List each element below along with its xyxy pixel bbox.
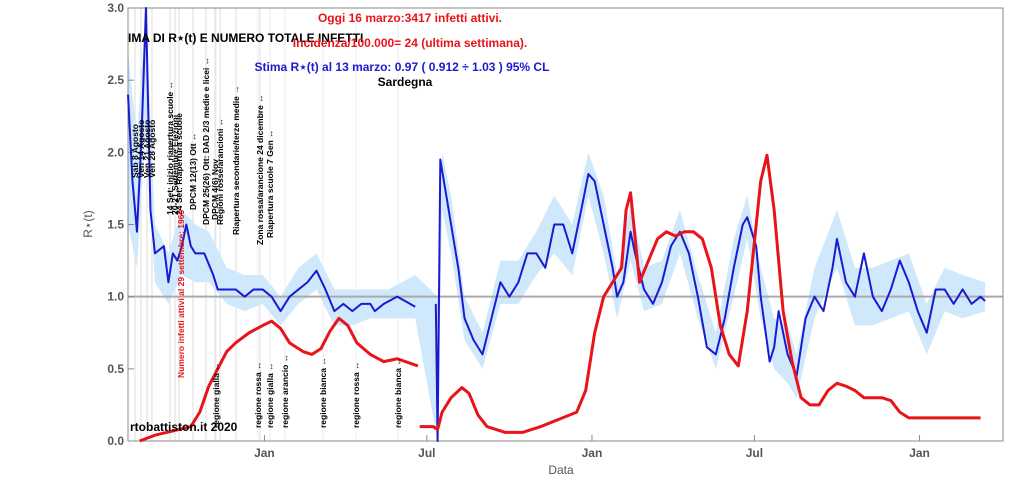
credit: rtobattiston.it 2020	[130, 420, 238, 434]
event-annotation: Ven 14 Agosto	[136, 120, 146, 178]
y-tick-label: 0.0	[107, 434, 124, 448]
y-tick-label: 2.5	[107, 73, 124, 87]
data-line	[127, 7, 986, 442]
event-annotation: Riapertura scuole 7 Gen ↔	[265, 129, 275, 238]
subtitle: Oggi 16 marzo:3417 infetti attivi.	[318, 11, 502, 25]
y-tick-label: 3.0	[107, 1, 124, 15]
event-annotation: Zona rossa/arancione 24 dicembre ↔	[255, 94, 265, 245]
subtitle: Sardegna	[378, 75, 433, 89]
event-annotation: 24 Set: Riapertura scuole	[174, 113, 184, 215]
chart-title: IMA DI R⋆(t) E NUMERO TOTALE INFETTI	[128, 31, 363, 45]
x-tick-label: Jan	[254, 446, 275, 460]
y-tick-label: 1.5	[107, 218, 124, 232]
y-tick-label: 0.5	[107, 362, 124, 376]
event-annotation: 14 Set: inizio riapertura scuole ↔	[165, 81, 175, 215]
event-annotation: Ven 21 Agosto	[142, 120, 152, 178]
zone-annotation: regione bianca ↔	[318, 357, 328, 428]
zone-annotation: regione gialla ↔	[265, 362, 275, 428]
x-tick-label: Jul	[418, 446, 435, 460]
red-note: Numero infetti attivi al 29 settembre: 1…	[176, 210, 186, 378]
event-annotation: DPCM 12(13) Ott ↔	[188, 133, 198, 210]
x-tick-label: Jul	[746, 446, 763, 460]
event-annotation: Sab 8 Agosto	[130, 124, 140, 178]
zone-annotation: regione rossa ↔	[351, 361, 361, 428]
y-axis-label: R⋆(t)	[81, 210, 95, 238]
zone-annotation: regione gialla ↔	[211, 362, 221, 428]
event-annotation: DPCM 25(26) Ott: DAD 2/3 medie e licei ↔	[201, 57, 211, 225]
event-annotation: Regioni rosse/arancioni ↔	[215, 118, 225, 225]
zone-annotation: regione bianca ↔	[393, 357, 403, 428]
data-line	[139, 153, 981, 443]
x-axis-label: Data	[548, 463, 574, 477]
x-tick-label: Jan	[582, 446, 603, 460]
event-annotation: 20-21 Settembre Elezioni	[170, 115, 180, 215]
zone-annotation: regione arancio ↔	[280, 354, 290, 428]
y-tick-label: 2.0	[107, 145, 124, 159]
event-annotation: Riapertura secondarie/terze medie →	[231, 85, 241, 235]
event-annotation: DPCM 4(6) Nov	[210, 159, 220, 220]
subtitle: Stima R⋆(t) al 13 marzo: 0.97 ( 0.912 ÷ …	[255, 60, 550, 74]
x-tick-label: Jan	[909, 446, 930, 460]
subtitle: Incidenza/100.000= 24 (ultima settimana)…	[293, 36, 527, 50]
zone-annotation: regione rossa ↔	[253, 361, 263, 428]
y-tick-label: 1.0	[107, 290, 124, 304]
plot-layer: 0.0 0.5 1.0 1.5 2.0 2.5 3.0 Jan Jul Jan Jul Jan	[107, 1, 1004, 460]
event-annotation: Ven 28 Agosto	[147, 120, 157, 178]
